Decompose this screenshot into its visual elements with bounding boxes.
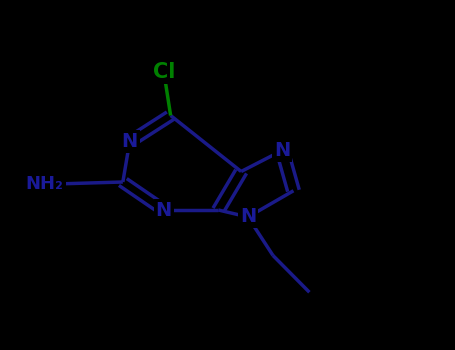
Text: N: N [156,201,172,219]
Text: Cl: Cl [152,62,175,82]
Text: N: N [240,208,256,226]
Text: NH₂: NH₂ [26,175,64,193]
Text: N: N [121,132,138,151]
Text: N: N [274,141,290,160]
